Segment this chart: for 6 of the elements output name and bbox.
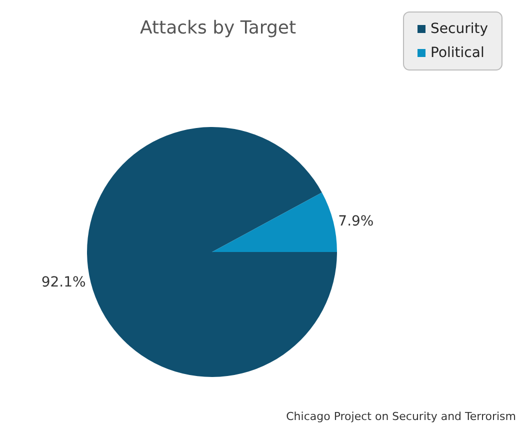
legend-label: Political bbox=[430, 45, 484, 61]
chart-title: Attacks by Target bbox=[140, 18, 296, 38]
text: Chicago Project on Security and Terrorism bbox=[286, 410, 516, 423]
data-label: 7.9% bbox=[338, 213, 374, 230]
data-label: 92.1% bbox=[41, 274, 86, 291]
legend-label: Security bbox=[430, 21, 488, 37]
